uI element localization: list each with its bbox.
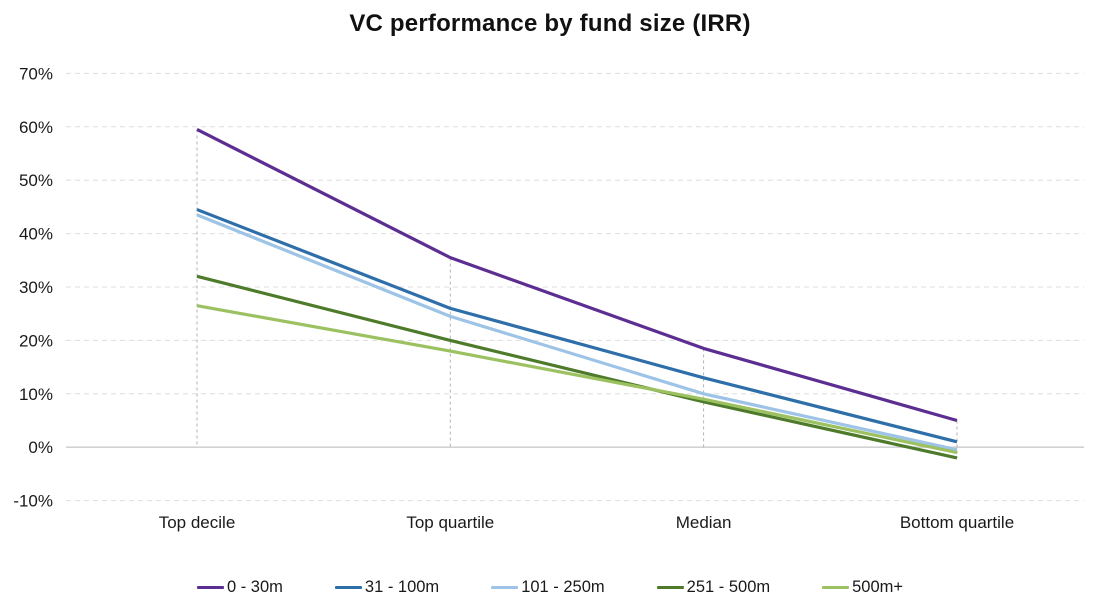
legend-line-swatch xyxy=(491,585,519,590)
series-line-0-30m xyxy=(196,128,958,423)
legend-label: 251 - 500m xyxy=(686,578,771,596)
legend-item: 101 - 250m xyxy=(491,578,605,597)
y-axis-tick-label: 50% xyxy=(19,171,53,190)
y-axis-tick-label: 60% xyxy=(19,118,53,137)
legend-line-swatch xyxy=(822,585,850,590)
y-axis-tick-label: 10% xyxy=(19,385,53,404)
y-axis-tick-label: 40% xyxy=(19,225,53,244)
y-axis-tick-label: 70% xyxy=(19,64,53,83)
series-line-251-500m xyxy=(196,274,958,460)
legend-line-swatch xyxy=(196,585,224,590)
y-axis-tick-label: -10% xyxy=(13,492,53,511)
y-axis-tick-label: 20% xyxy=(19,331,53,350)
y-axis-tick-label: 30% xyxy=(19,278,53,297)
x-axis-category-label: Top decile xyxy=(159,513,236,532)
legend-line-swatch xyxy=(656,585,684,590)
legend-item: 0 - 30m xyxy=(196,578,283,597)
series-line-500m+ xyxy=(196,304,958,455)
legend-label: 0 - 30m xyxy=(226,578,283,596)
legend-item: 251 - 500m xyxy=(656,578,771,597)
legend-label: 31 - 100m xyxy=(364,578,440,596)
chart-legend: 0 - 30m 31 - 100m 101 - 250m 251 - 500m 500m… xyxy=(0,578,1100,597)
chart-title: VC performance by fund size (IRR) xyxy=(349,10,751,37)
x-axis-category-label: Bottom quartile xyxy=(900,513,1014,532)
x-axis-category-label: Median xyxy=(676,513,732,532)
legend-item: 500m+ xyxy=(822,578,903,597)
series-line-101-250m xyxy=(196,213,958,452)
x-axis-category-label: Top quartile xyxy=(406,513,494,532)
legend-item: 31 - 100m xyxy=(334,578,440,597)
legend-label: 500m+ xyxy=(852,578,904,596)
series-line-31-100m xyxy=(196,208,958,444)
y-axis-tick-label: 0% xyxy=(28,438,53,457)
legend-line-swatch xyxy=(334,585,362,590)
legend-label: 101 - 250m xyxy=(521,578,605,596)
